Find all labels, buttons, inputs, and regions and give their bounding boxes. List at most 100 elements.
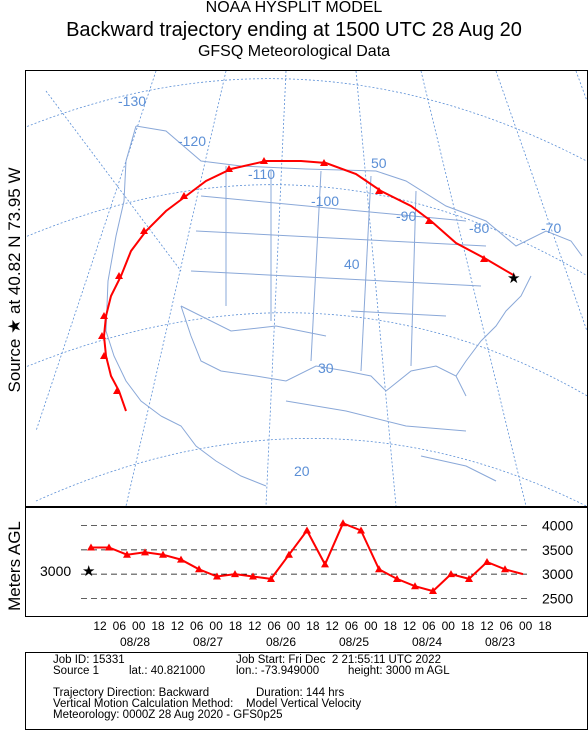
trajectory-duration: Duration: 144 hrs	[256, 687, 345, 699]
height-point	[411, 582, 419, 590]
lon-label-110: -110	[248, 166, 275, 182]
trajectory-map: -130 -120 -110 -100 -90 -80 -70 50 40 30…	[25, 70, 588, 507]
trajectory-title: Backward trajectory ending at 1500 UTC 2…	[66, 19, 522, 41]
lon-label-80: -80	[469, 220, 489, 236]
source-lat: lat.: 40.821000	[129, 665, 206, 677]
lon-label-130: -130	[118, 93, 146, 109]
source-id: Source 1	[53, 665, 100, 677]
height-point	[285, 550, 293, 558]
source-location-label: Source ★ at 40.82 N 73.95 W	[5, 167, 24, 393]
hour-tick-label: 18	[461, 619, 475, 633]
lon-label-100: -100	[311, 193, 339, 209]
lat-label-20: 20	[294, 463, 310, 479]
height-tick-label: 3000	[542, 566, 573, 582]
lat-label-50: 50	[371, 155, 387, 171]
longitude-lines	[35, 71, 587, 506]
hour-tick-label: 18	[151, 619, 165, 633]
hour-tick-label: 06	[113, 619, 127, 633]
height-point	[267, 574, 275, 582]
height-point	[429, 587, 437, 595]
hour-tick-label: 12	[248, 619, 262, 633]
date-tick-label: 08/26	[266, 635, 296, 649]
model-title: NOAA HYSPLIT MODEL	[205, 0, 383, 16]
height-point	[339, 519, 347, 527]
height-point	[141, 548, 149, 556]
trajectory-direction: Trajectory Direction: Backward	[53, 687, 210, 699]
height-tick-label: 3500	[542, 542, 573, 558]
date-tick-label: 08/23	[485, 635, 515, 649]
hour-tick-label: 12	[171, 619, 185, 633]
lon-label-70: -70	[541, 220, 561, 236]
hour-tick-label: 12	[93, 619, 107, 633]
hour-tick-label: 00	[364, 619, 378, 633]
start-height-label: 3000	[40, 563, 71, 579]
hour-tick-label: 00	[287, 619, 301, 633]
height-point	[483, 558, 491, 565]
start-star-icon: ★	[82, 563, 95, 580]
lat-label-30: 30	[318, 360, 334, 376]
lat-label-40: 40	[344, 256, 360, 272]
source-height: height: 3000 m AGL	[348, 665, 450, 677]
height-point	[159, 550, 167, 558]
hour-tick-label: 12	[403, 619, 417, 633]
hour-tick-label: 12	[325, 619, 339, 633]
job-start: Job Start: Fri Dec 2 21:55:11 UTC 2022	[236, 654, 441, 666]
latitude-lines	[26, 78, 587, 506]
height-point	[393, 574, 401, 582]
height-point	[105, 543, 113, 551]
date-tick-label: 08/27	[193, 635, 223, 649]
height-plot: 4000 3500 3000 2500 ★ 3000	[25, 507, 588, 617]
meteorology-info: Meteorology: 0000Z 28 Aug 2020 - GFS0p25	[53, 709, 283, 721]
date-tick-label: 08/25	[339, 635, 369, 649]
trajectory-markers	[98, 157, 488, 394]
height-point	[87, 543, 95, 551]
hour-tick-label: 06	[267, 619, 281, 633]
height-point	[501, 565, 509, 573]
hour-tick-label: 00	[132, 619, 146, 633]
height-point	[177, 555, 185, 563]
height-plot-canvas: 4000 3500 3000 2500 ★ 3000	[40, 518, 573, 607]
meteorology-title: GFSQ Meteorological Data	[197, 43, 391, 60]
job-id: Job ID: 15331	[53, 654, 125, 666]
hour-tick-label: 06	[190, 619, 204, 633]
hour-tick-label: 18	[306, 619, 320, 633]
hour-tick-label: 06	[345, 619, 359, 633]
date-tick-label: 08/24	[412, 635, 442, 649]
hour-tick-label: 06	[500, 619, 514, 633]
height-point	[123, 550, 131, 558]
time-axis: 12 06 00 18 12 06 00 18 12 06 00 18 12 06 00 18 12 06 00 18…	[25, 617, 586, 651]
lon-label-90: -90	[396, 208, 416, 224]
hour-tick-label: 06	[422, 619, 436, 633]
height-point	[447, 570, 455, 578]
height-point	[249, 572, 257, 580]
height-point	[231, 570, 239, 578]
source-star-icon: ★	[507, 270, 520, 287]
height-axis-label: Meters AGL	[5, 521, 24, 611]
height-point	[303, 526, 311, 534]
run-info: Job ID: 15331 Job Start: Fri Dec 2 21:55…	[25, 652, 588, 730]
height-tick-label: 4000	[542, 518, 573, 534]
height-tick-label: 2500	[542, 590, 573, 606]
hour-tick-label: 18	[538, 619, 552, 633]
height-point	[465, 574, 473, 582]
hour-tick-label: 00	[209, 619, 223, 633]
hour-tick-label: 00	[519, 619, 533, 633]
source-lon: lon.: -73.949000	[236, 665, 320, 677]
date-tick-label: 08/28	[120, 635, 150, 649]
map-canvas: -130 -120 -110 -100 -90 -80 -70 50 40 30…	[26, 71, 587, 506]
time-axis-canvas: 12 06 00 18 12 06 00 18 12 06 00 18 12 06 00 18 12 06 00 18…	[93, 619, 552, 649]
hour-tick-label: 12	[480, 619, 494, 633]
hour-tick-label: 18	[229, 619, 243, 633]
height-point	[321, 560, 329, 568]
trajectory-line	[102, 160, 516, 412]
hour-tick-label: 00	[442, 619, 456, 633]
height-point	[375, 565, 383, 573]
vertical-motion-method: Vertical Motion Calculation Method: Mode…	[53, 698, 362, 710]
height-point	[357, 526, 365, 534]
lon-label-120: -120	[178, 133, 206, 149]
height-point	[213, 572, 221, 580]
country-boundaries	[105, 125, 583, 487]
height-point	[195, 565, 203, 573]
graticule-labels: -130 -120 -110 -100 -90 -80 -70 50 40 30…	[118, 93, 561, 479]
hour-tick-label: 18	[384, 619, 398, 633]
